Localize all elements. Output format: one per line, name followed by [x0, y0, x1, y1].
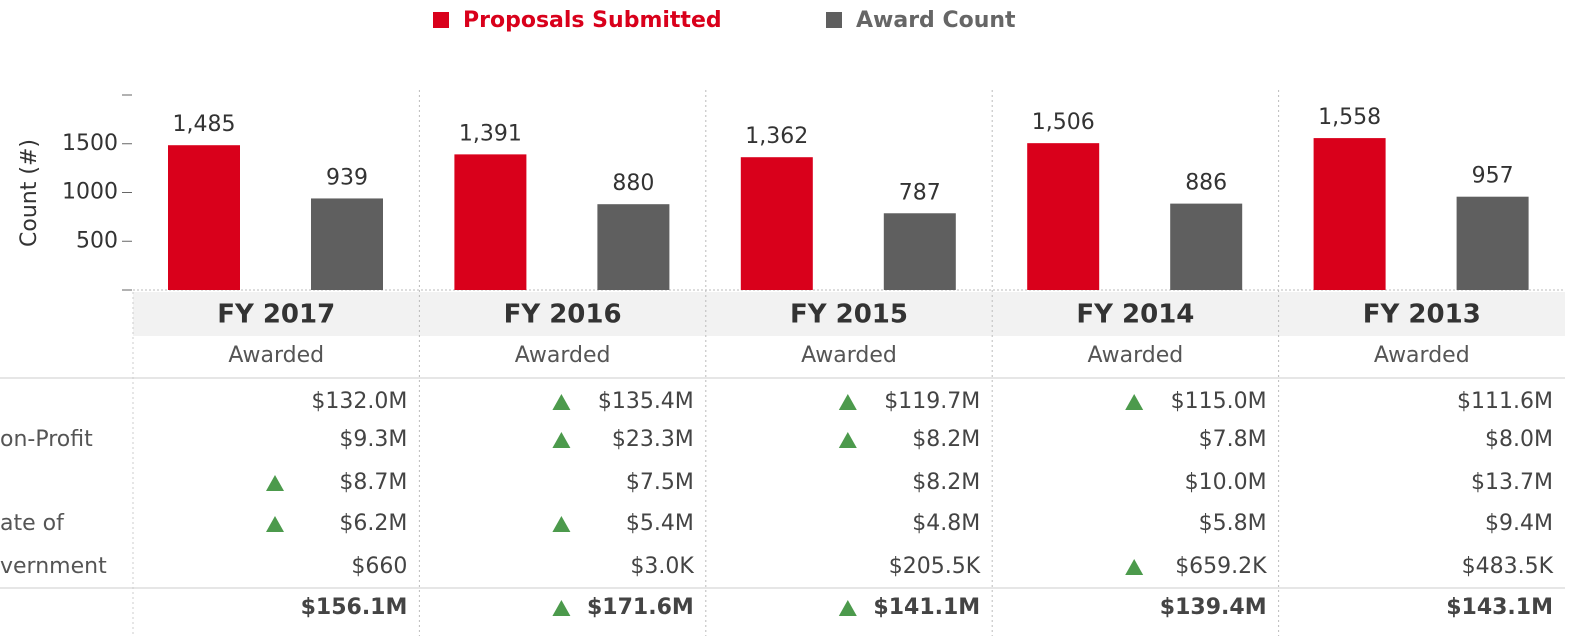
table-cell: $8.0M — [1485, 427, 1553, 452]
column-header: FY 2015 — [790, 300, 908, 330]
up-indicator — [552, 432, 571, 448]
y-tick-label: 500 — [76, 228, 118, 253]
data-label: 886 — [1185, 171, 1227, 196]
bar — [1456, 196, 1529, 290]
y-axis-label: Count (#) — [17, 139, 42, 247]
column-header: FY 2014 — [1076, 300, 1194, 330]
column-header: FY 2016 — [504, 300, 622, 330]
data-label: 1,506 — [1032, 110, 1095, 135]
table-cell: $135.4M — [598, 389, 694, 414]
table-cell: $139.4M — [1160, 595, 1267, 620]
table-cell: $115.0M — [1171, 389, 1267, 414]
table-cell: $13.7M — [1471, 470, 1553, 495]
data-label: 880 — [612, 171, 654, 196]
table-cell: $23.3M — [612, 427, 694, 452]
bar — [311, 198, 383, 290]
data-label: 939 — [326, 165, 368, 190]
table-cell: $156.1M — [301, 595, 408, 620]
column-subheader: Awarded — [228, 343, 324, 368]
table-cell: $10.0M — [1185, 470, 1267, 495]
table-cell: $7.8M — [1199, 427, 1267, 452]
table-cell: $8.7M — [339, 470, 407, 495]
bar — [597, 204, 670, 290]
bar — [168, 145, 240, 290]
legend-swatch — [826, 12, 842, 28]
up-indicator — [266, 475, 284, 491]
data-label: 787 — [899, 180, 941, 205]
bar — [740, 157, 813, 290]
column-subheader: Awarded — [1374, 343, 1470, 368]
table-cell: $9.3M — [339, 427, 407, 452]
table-cell: $5.4M — [626, 511, 694, 536]
header-band — [133, 292, 1565, 336]
bar — [454, 154, 527, 290]
data-label: 957 — [1472, 164, 1514, 189]
data-label: 1,485 — [173, 112, 236, 137]
table-cell: $119.7M — [884, 389, 980, 414]
table-cell: $4.8M — [912, 511, 980, 536]
up-indicator — [1125, 559, 1144, 575]
up-indicator — [552, 600, 571, 616]
table-cell: $111.6M — [1457, 389, 1553, 414]
table-cell: $205.5K — [889, 554, 981, 579]
up-indicator — [1125, 394, 1144, 410]
column-subheader: Awarded — [1088, 343, 1184, 368]
up-indicator — [552, 394, 571, 410]
table-cell: $3.0K — [630, 554, 694, 579]
y-tick-label: 1500 — [62, 131, 118, 156]
column-subheader: Awarded — [801, 343, 897, 368]
column-header: FY 2013 — [1363, 300, 1481, 330]
up-indicator — [838, 600, 857, 616]
up-indicator — [838, 394, 857, 410]
row-label: ate of — [0, 511, 65, 536]
y-tick-label: 1000 — [62, 180, 118, 205]
bar — [1313, 138, 1386, 290]
column-header: FY 2017 — [217, 300, 335, 330]
table-cell: $143.1M — [1446, 595, 1553, 620]
table-cell: $659.2K — [1175, 554, 1267, 579]
table-cell: $132.0M — [311, 389, 407, 414]
table-cell: $5.8M — [1199, 511, 1267, 536]
legend-swatch — [433, 12, 449, 28]
up-indicator — [266, 516, 284, 532]
up-indicator — [838, 432, 857, 448]
legend-label: Proposals Submitted — [463, 8, 722, 33]
up-indicator — [552, 516, 571, 532]
table-cell: $171.6M — [587, 595, 694, 620]
table-cell: $9.4M — [1485, 511, 1553, 536]
row-label: vernment — [0, 554, 107, 579]
row-label: on-Profit — [0, 427, 93, 452]
table-cell: $141.1M — [873, 595, 980, 620]
data-label: 1,558 — [1318, 105, 1381, 130]
bar — [1170, 203, 1243, 290]
table-cell: $8.2M — [912, 427, 980, 452]
table-cell: $6.2M — [339, 511, 407, 536]
bar — [883, 213, 956, 290]
data-label: 1,391 — [459, 121, 522, 146]
legend-label: Award Count — [856, 8, 1016, 33]
table-cell: $660 — [351, 554, 407, 579]
table-cell: $8.2M — [912, 470, 980, 495]
table-cell: $483.5K — [1462, 554, 1554, 579]
column-subheader: Awarded — [515, 343, 611, 368]
table-cell: $7.5M — [626, 470, 694, 495]
bar — [1027, 143, 1100, 290]
data-label: 1,362 — [745, 124, 808, 149]
